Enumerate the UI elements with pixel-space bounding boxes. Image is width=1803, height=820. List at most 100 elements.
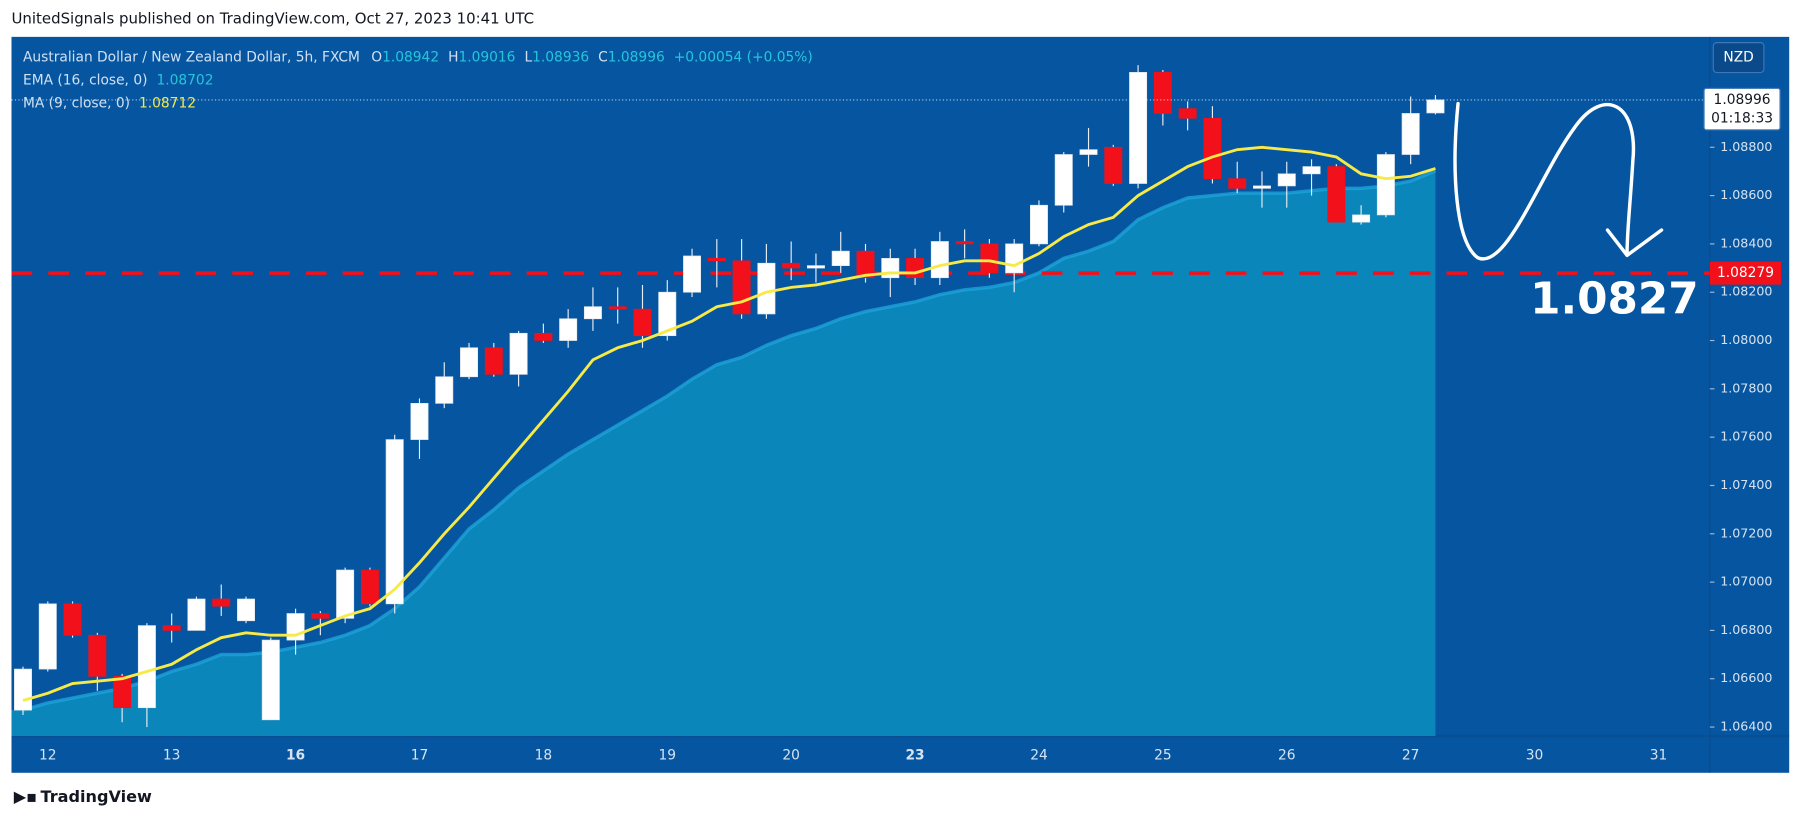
- candle-body: [633, 308, 652, 337]
- candle-body: [806, 265, 825, 269]
- currency-label: NZD: [1723, 50, 1753, 66]
- candle-body: [583, 306, 602, 320]
- candle-body: [980, 243, 999, 274]
- x-tick-label: 13: [163, 748, 181, 764]
- x-tick-label: 17: [411, 748, 429, 764]
- legend-name: EMA (16, close, 0): [23, 73, 147, 89]
- candle-body: [1401, 113, 1420, 155]
- candle-body: [1302, 166, 1321, 175]
- ohlc-value: 1.08996: [608, 50, 665, 66]
- candle-body: [1228, 178, 1247, 189]
- ohlc-value: 1.09016: [458, 50, 515, 66]
- candle-body: [955, 241, 974, 245]
- candle-body: [1178, 108, 1197, 119]
- y-tick-label: 1.06800: [1720, 622, 1772, 637]
- legend-main: Australian Dollar / New Zealand Dollar, …: [23, 50, 813, 66]
- countdown: 01:18:33: [1711, 110, 1773, 126]
- candle-body: [782, 262, 801, 269]
- candle-body: [707, 258, 726, 262]
- drawn-arrow: [1453, 101, 1636, 261]
- x-tick-label: 12: [39, 748, 57, 764]
- candle-body: [1352, 214, 1371, 223]
- candle-body: [237, 598, 255, 622]
- annotation: 1.0827: [1530, 273, 1699, 324]
- y-tick-label: 1.06400: [1720, 719, 1772, 734]
- y-tick-label: 1.08600: [1720, 187, 1772, 202]
- candle-body: [88, 634, 107, 677]
- candle-body: [435, 376, 454, 404]
- x-tick-label: 31: [1650, 748, 1668, 764]
- candle-body: [162, 625, 181, 631]
- candle-body: [14, 668, 32, 711]
- y-tick-label: 1.08400: [1720, 235, 1772, 250]
- x-tick-label: 30: [1526, 748, 1544, 764]
- candle-body: [261, 639, 280, 721]
- x-tick-label: 26: [1278, 748, 1296, 764]
- level-tag: [1709, 261, 1782, 285]
- brand-logo: ▶▪: [14, 786, 37, 805]
- candle-body: [460, 347, 479, 378]
- candle-body: [336, 569, 355, 619]
- ohlc-value: 1.08936: [532, 50, 589, 66]
- change: +0.00054 (+0.05%): [674, 50, 813, 66]
- y-tick-label: 1.07400: [1720, 477, 1772, 492]
- last-price-tag: [1703, 87, 1781, 131]
- ohlc-value: 1.08942: [382, 50, 439, 66]
- candle-body: [1376, 154, 1395, 216]
- legend-name: MA (9, close, 0): [23, 96, 130, 112]
- brand-name: TradingView: [41, 786, 153, 805]
- ohlc-key: H: [448, 50, 458, 66]
- candle-body: [410, 402, 429, 440]
- symbol-title: Australian Dollar / New Zealand Dollar, …: [23, 50, 360, 66]
- candle-body: [1029, 204, 1048, 245]
- ema-area: [11, 170, 1436, 736]
- y-tick-label: 1.08800: [1720, 139, 1772, 154]
- x-tick-label: 16: [286, 748, 305, 764]
- y-tick-label: 1.08200: [1720, 284, 1772, 299]
- candle-body: [1277, 173, 1296, 187]
- y-tick-label: 1.07800: [1720, 380, 1772, 395]
- y-tick-label: 1.07600: [1720, 429, 1772, 444]
- x-tick-label: 24: [1030, 748, 1048, 764]
- candle-body: [113, 675, 132, 709]
- x-tick-label: 23: [905, 748, 924, 764]
- candle-body: [658, 291, 677, 337]
- x-tick-label: 25: [1154, 748, 1172, 764]
- ohlc-key: L: [524, 50, 532, 66]
- brand: ▶▪ TradingView: [14, 786, 152, 805]
- candle-body: [906, 258, 925, 279]
- candle-body: [311, 613, 330, 619]
- y-tick-label: 1.08000: [1720, 332, 1772, 347]
- y-tick-label: 1.07200: [1720, 525, 1772, 540]
- candle-body: [534, 332, 553, 341]
- ema-line: [22, 169, 1437, 712]
- candle-body: [1253, 185, 1271, 189]
- candle-body: [1203, 117, 1222, 180]
- plot-area: [11, 65, 1710, 736]
- candle-body: [360, 569, 379, 605]
- candle-body: [385, 439, 404, 605]
- x-tick-label: 18: [535, 748, 553, 764]
- ohlc-key: O: [371, 50, 382, 66]
- x-tick-label: 20: [782, 748, 800, 764]
- legend-value: 1.08712: [139, 96, 196, 112]
- candle-body: [1129, 72, 1148, 184]
- candle-body: [1104, 146, 1123, 184]
- arrow-head: [1605, 228, 1664, 258]
- candle-body: [1005, 243, 1024, 274]
- last-price-label: 1.08996: [1714, 92, 1771, 108]
- legend-ema: EMA (16, close, 0) 1.08702: [23, 73, 213, 89]
- x-tick-label: 19: [658, 748, 676, 764]
- candle-body: [484, 347, 503, 375]
- candle-body: [212, 598, 231, 607]
- candle-body: [63, 603, 82, 636]
- candle-body: [1426, 99, 1445, 114]
- candle-body: [1079, 149, 1098, 155]
- candle-body: [509, 332, 528, 375]
- y-tick-label: 1.07000: [1720, 574, 1772, 589]
- level-label: 1.08279: [1717, 265, 1774, 281]
- currency-button[interactable]: [1712, 42, 1765, 74]
- y-tick-label: 1.06600: [1720, 670, 1772, 685]
- candle-body: [757, 262, 776, 315]
